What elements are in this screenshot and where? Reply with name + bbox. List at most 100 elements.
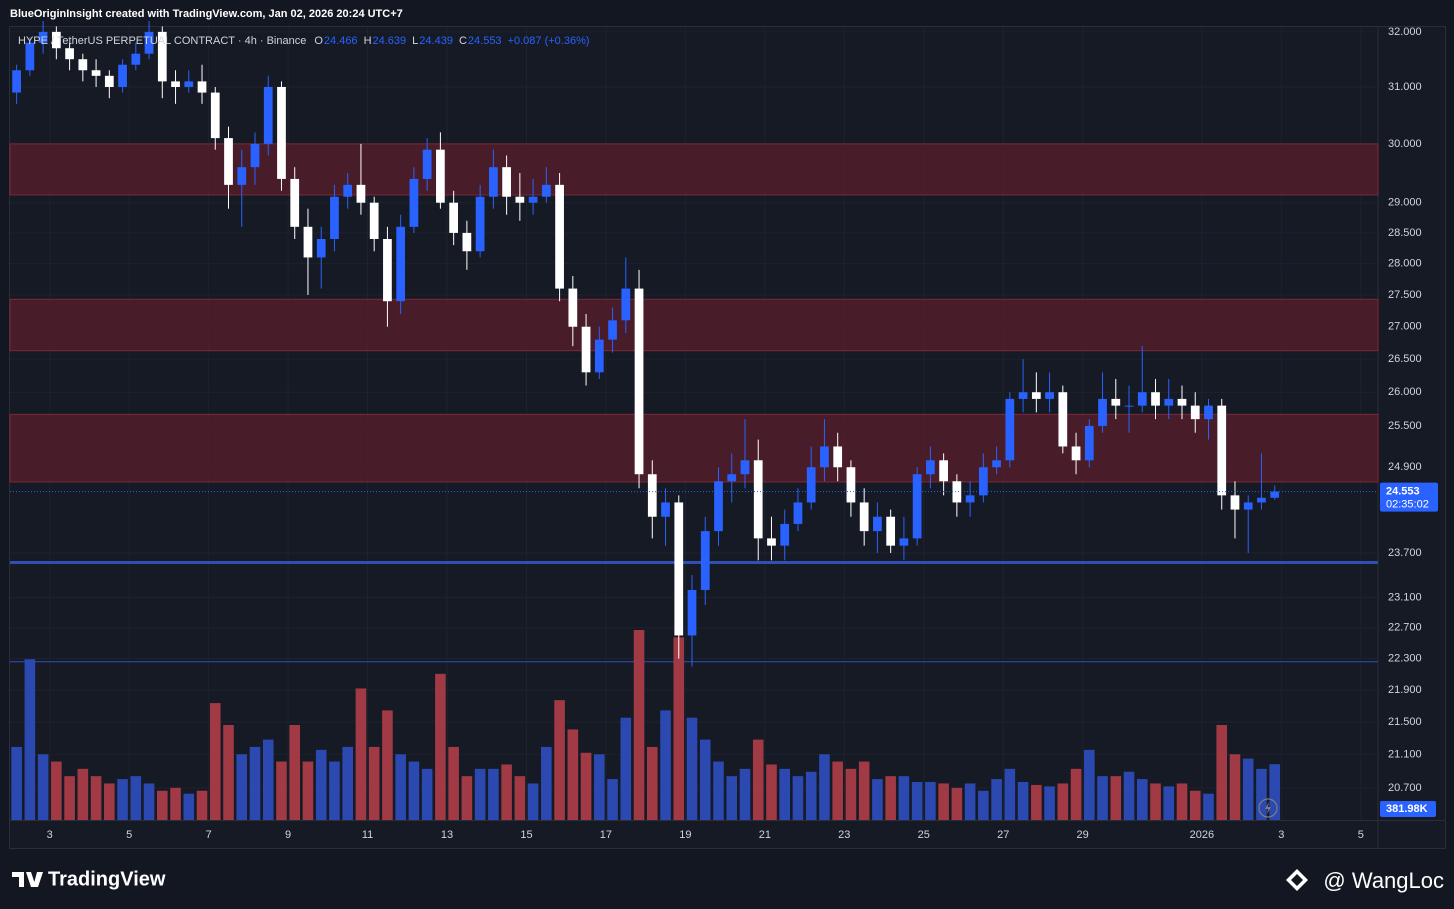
y-tick-label: 25.500: [1388, 420, 1422, 432]
resistance-zone: [9, 413, 1379, 483]
candle-body: [1018, 392, 1028, 399]
y-tick-label: 31.000: [1388, 81, 1422, 93]
volume-bar: [1084, 749, 1095, 820]
volume-bar: [699, 739, 711, 820]
candle-body: [926, 460, 935, 475]
volume-bar: [11, 746, 22, 820]
y-tick-label: 21.500: [1388, 716, 1422, 728]
y-tick-label: 28.000: [1388, 258, 1422, 270]
quick-trade-icon[interactable]: [1258, 798, 1278, 818]
volume-bar: [488, 768, 499, 820]
x-tick-label: 5: [126, 829, 132, 841]
volume-bar: [289, 725, 301, 820]
volume-bar: [964, 783, 976, 820]
volume-bar: [448, 746, 459, 820]
volume-bar: [1044, 786, 1055, 820]
volume-bar: [474, 768, 486, 820]
candle-body: [767, 538, 776, 546]
y-tick-label: 24.900: [1388, 461, 1422, 473]
resistance-zone: [9, 298, 1379, 352]
candle-body: [449, 202, 459, 233]
volume-bar: [1203, 793, 1214, 820]
candle-body: [65, 48, 74, 60]
volume-bar: [1136, 779, 1148, 820]
volume-bar: [1242, 758, 1254, 820]
x-tick-label: 19: [679, 829, 691, 841]
candle-body: [409, 178, 419, 227]
quick-trade-bolt: [1265, 802, 1271, 814]
candle-body: [462, 232, 472, 252]
volume-bar: [951, 787, 963, 820]
x-tick-label: 3: [1278, 829, 1284, 841]
candle-body: [369, 202, 379, 239]
volume-bar: [117, 779, 128, 820]
volume-bar: [302, 761, 314, 820]
candle-body: [157, 31, 167, 82]
candle-body: [886, 516, 896, 546]
volume-bar: [1189, 790, 1201, 820]
candle-body: [197, 81, 207, 93]
volume-bar: [673, 637, 685, 820]
volume-bar: [686, 717, 698, 820]
volume-bar: [752, 739, 764, 820]
volume-bar: [262, 739, 274, 820]
candle-body: [303, 226, 313, 258]
volume-bar: [461, 776, 473, 820]
volume-bar: [819, 754, 830, 820]
candle-body: [780, 523, 790, 546]
candle-body: [594, 339, 604, 373]
candle-body: [250, 143, 260, 168]
volume-bar: [329, 761, 340, 820]
candle-body: [581, 326, 591, 373]
author: @ WangLoc: [1323, 868, 1444, 893]
volume-bar: [845, 768, 857, 820]
candle-body: [38, 31, 48, 43]
x-tick-label: 13: [441, 829, 453, 841]
volume-bar: [209, 703, 221, 820]
candle-body: [343, 184, 353, 197]
logo-mark: [12, 872, 43, 887]
candle-body: [528, 196, 538, 203]
volume-bar: [911, 782, 923, 820]
candle-body: [727, 474, 737, 482]
candle-body: [436, 149, 445, 203]
volume-bar: [1229, 754, 1241, 820]
candle-body: [316, 238, 326, 258]
volume-bar: [77, 768, 89, 820]
volume-bar: [501, 764, 512, 820]
candle-body: [1137, 392, 1147, 406]
x-tick-label: 25: [918, 829, 930, 841]
candle-body: [568, 288, 578, 327]
candle-body: [820, 446, 829, 468]
volume-bar: [342, 746, 353, 820]
volume-bar: [276, 761, 287, 820]
price-label: 24.553: [1386, 486, 1420, 498]
ohlc-label: L: [412, 35, 418, 47]
x-tick-label: 23: [838, 829, 850, 841]
volume-bar: [1269, 764, 1281, 820]
candle-body: [634, 288, 644, 475]
volume-bar: [64, 776, 75, 820]
volume-bar: [435, 673, 446, 820]
volume-bar: [541, 746, 552, 820]
volume-bar: [646, 746, 658, 820]
y-tick-label: 26.000: [1388, 386, 1422, 398]
candle-body: [833, 446, 843, 468]
volume-bar: [739, 768, 751, 820]
candle-body: [978, 467, 988, 496]
candle-body: [502, 167, 511, 197]
volume-bar: [779, 768, 791, 820]
overlay: 32.000 31.000 30.000 29.000 28.500 28.000 27.5…: [18, 26, 1438, 841]
y-tick-label: 23.100: [1388, 591, 1422, 603]
volume-bar: [408, 761, 420, 820]
x-tick-label: 15: [520, 829, 532, 841]
volume-bar: [1123, 771, 1135, 820]
volume-bar: [726, 776, 738, 820]
volume-bar: [1070, 768, 1082, 820]
x-tick-label: 29: [1077, 829, 1089, 841]
x-tick-label: 21: [759, 829, 771, 841]
author-icon: [1286, 869, 1308, 891]
volume-bar: [792, 776, 804, 820]
volume-bar: [527, 783, 539, 820]
